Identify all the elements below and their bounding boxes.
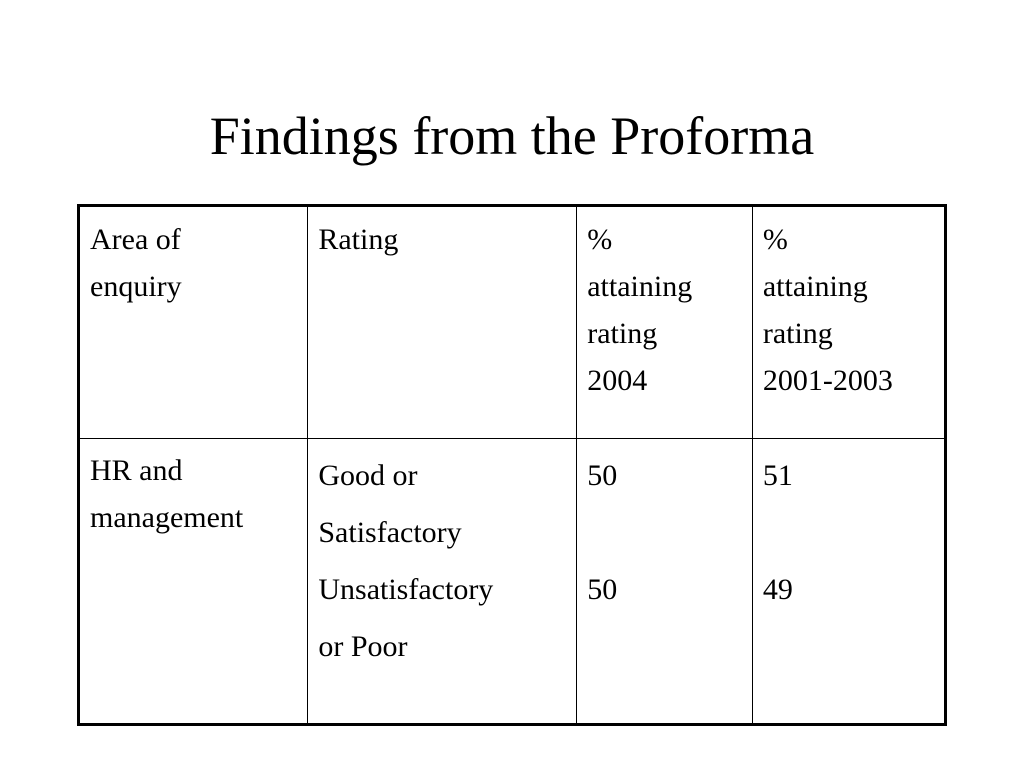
rating-line: or Poor xyxy=(318,630,408,663)
spacer xyxy=(587,504,742,561)
header-pct-2004-line: attaining xyxy=(587,270,693,303)
header-pct-2004-line: 2004 xyxy=(587,364,648,397)
header-pct-2001-2003-line: attaining xyxy=(762,270,868,303)
header-pct-2001-2003-line: 2001-2003 xyxy=(762,364,893,397)
header-pct-2001-2003-line: rating xyxy=(762,317,833,350)
table-row: HR and management Good or Satisfactory U… xyxy=(77,438,947,725)
spacer xyxy=(763,504,934,561)
header-cell-pct-2001-2003: % attaining rating 2001-2003 xyxy=(751,205,947,439)
header-cell-area: Area of enquiry xyxy=(77,205,309,439)
header-cell-rating: Rating xyxy=(307,205,578,439)
area-line: management xyxy=(90,501,244,534)
header-pct-2001-2003-line: % xyxy=(762,223,788,256)
rating-line: Unsatisfactory xyxy=(318,573,494,606)
header-rating-label: Rating xyxy=(318,223,399,256)
header-area-line: enquiry xyxy=(90,270,182,303)
area-line: HR and xyxy=(90,454,183,487)
header-pct-2004-line: rating xyxy=(587,317,658,350)
pct-2001-2003-poor-value: 49 xyxy=(762,573,793,606)
header-pct-2004-line: % xyxy=(587,223,613,256)
pct-2004-poor-value: 50 xyxy=(587,573,618,606)
cell-pct-2004: 50 50 xyxy=(576,438,753,725)
pct-2004-good-value: 50 xyxy=(587,459,618,492)
findings-table: Area of enquiry Rating % attaining ratin… xyxy=(77,204,947,726)
header-cell-pct-2004: % attaining rating 2004 xyxy=(576,205,753,439)
slide-title: Findings from the Proforma xyxy=(209,106,815,166)
cell-rating: Good or Satisfactory Unsatisfactory or P… xyxy=(307,438,578,725)
table-header-row: Area of enquiry Rating % attaining ratin… xyxy=(77,205,947,439)
header-area-line: Area of xyxy=(90,223,181,256)
pct-2001-2003-good-value: 51 xyxy=(762,459,793,492)
cell-pct-2001-2003: 51 49 xyxy=(751,438,947,725)
rating-line: Satisfactory xyxy=(318,516,462,549)
cell-area: HR and management xyxy=(77,438,309,725)
rating-line: Good or xyxy=(318,459,418,492)
